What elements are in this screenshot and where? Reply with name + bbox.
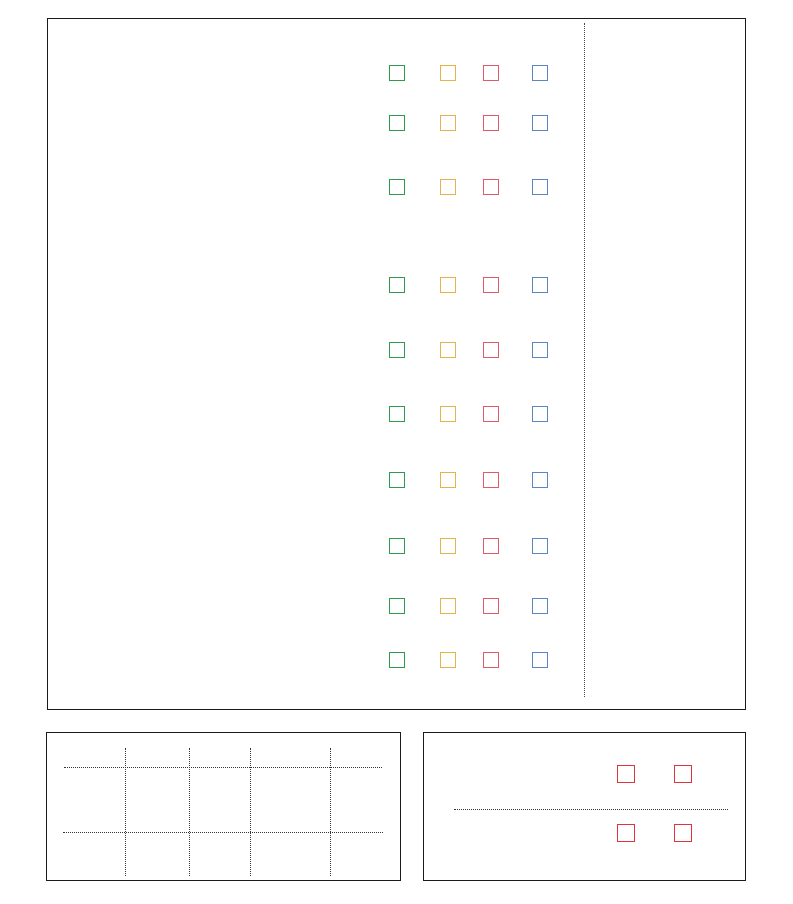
checkbox-green-row-6[interactable] (389, 406, 405, 422)
red-checkbox-panel (423, 732, 746, 881)
checkbox-blue-row-2[interactable] (532, 115, 548, 131)
red-checkbox-2[interactable] (674, 765, 692, 783)
checkbox-green-row-7[interactable] (389, 472, 405, 488)
checkbox-red-row-7[interactable] (483, 472, 499, 488)
checkbox-red-row-8[interactable] (483, 538, 499, 554)
checkbox-orange-row-10[interactable] (440, 652, 456, 668)
checkbox-orange-row-2[interactable] (440, 115, 456, 131)
checkbox-blue-row-10[interactable] (532, 652, 548, 668)
checkbox-green-row-9[interactable] (389, 598, 405, 614)
checkbox-blue-row-3[interactable] (532, 179, 548, 195)
checkbox-orange-row-8[interactable] (440, 538, 456, 554)
red-checkbox-1[interactable] (617, 765, 635, 783)
checkbox-blue-row-8[interactable] (532, 538, 548, 554)
grid-vertical-line-3 (250, 748, 251, 876)
checkbox-green-row-10[interactable] (389, 652, 405, 668)
checkbox-blue-row-7[interactable] (532, 472, 548, 488)
checkbox-orange-row-7[interactable] (440, 472, 456, 488)
checkbox-red-row-9[interactable] (483, 598, 499, 614)
grid-vertical-line-1 (125, 748, 126, 876)
checkbox-blue-row-9[interactable] (532, 598, 548, 614)
checkbox-blue-row-1[interactable] (532, 65, 548, 81)
checkbox-orange-row-5[interactable] (440, 342, 456, 358)
red-checkbox-3[interactable] (617, 824, 635, 842)
checkbox-green-row-8[interactable] (389, 538, 405, 554)
red-checkbox-4[interactable] (674, 824, 692, 842)
checkbox-red-row-6[interactable] (483, 406, 499, 422)
checkbox-green-row-3[interactable] (389, 179, 405, 195)
grid-vertical-line-2 (189, 748, 190, 876)
checkbox-orange-row-3[interactable] (440, 179, 456, 195)
checkbox-red-row-3[interactable] (483, 179, 499, 195)
checkbox-green-row-2[interactable] (389, 115, 405, 131)
checkbox-blue-row-5[interactable] (532, 342, 548, 358)
checkbox-red-row-5[interactable] (483, 342, 499, 358)
grid-horizontal-line-1 (64, 767, 382, 768)
checkbox-red-row-10[interactable] (483, 652, 499, 668)
checkbox-orange-row-4[interactable] (440, 277, 456, 293)
checkbox-blue-row-4[interactable] (532, 277, 548, 293)
red-panel-separator (454, 809, 728, 810)
checkbox-green-row-1[interactable] (389, 65, 405, 81)
checkbox-red-row-4[interactable] (483, 277, 499, 293)
dotted-grid-panel (46, 732, 401, 881)
checkbox-red-row-1[interactable] (483, 65, 499, 81)
checkbox-matrix-panel (47, 18, 746, 710)
checkbox-green-row-5[interactable] (389, 342, 405, 358)
checkbox-green-row-4[interactable] (389, 277, 405, 293)
grid-vertical-line-4 (330, 748, 331, 876)
checkbox-orange-row-1[interactable] (440, 65, 456, 81)
checkbox-red-row-2[interactable] (483, 115, 499, 131)
grid-horizontal-line-2 (63, 832, 383, 833)
checkbox-orange-row-9[interactable] (440, 598, 456, 614)
checkbox-blue-row-6[interactable] (532, 406, 548, 422)
vertical-divider[interactable] (584, 23, 585, 697)
checkbox-orange-row-6[interactable] (440, 406, 456, 422)
